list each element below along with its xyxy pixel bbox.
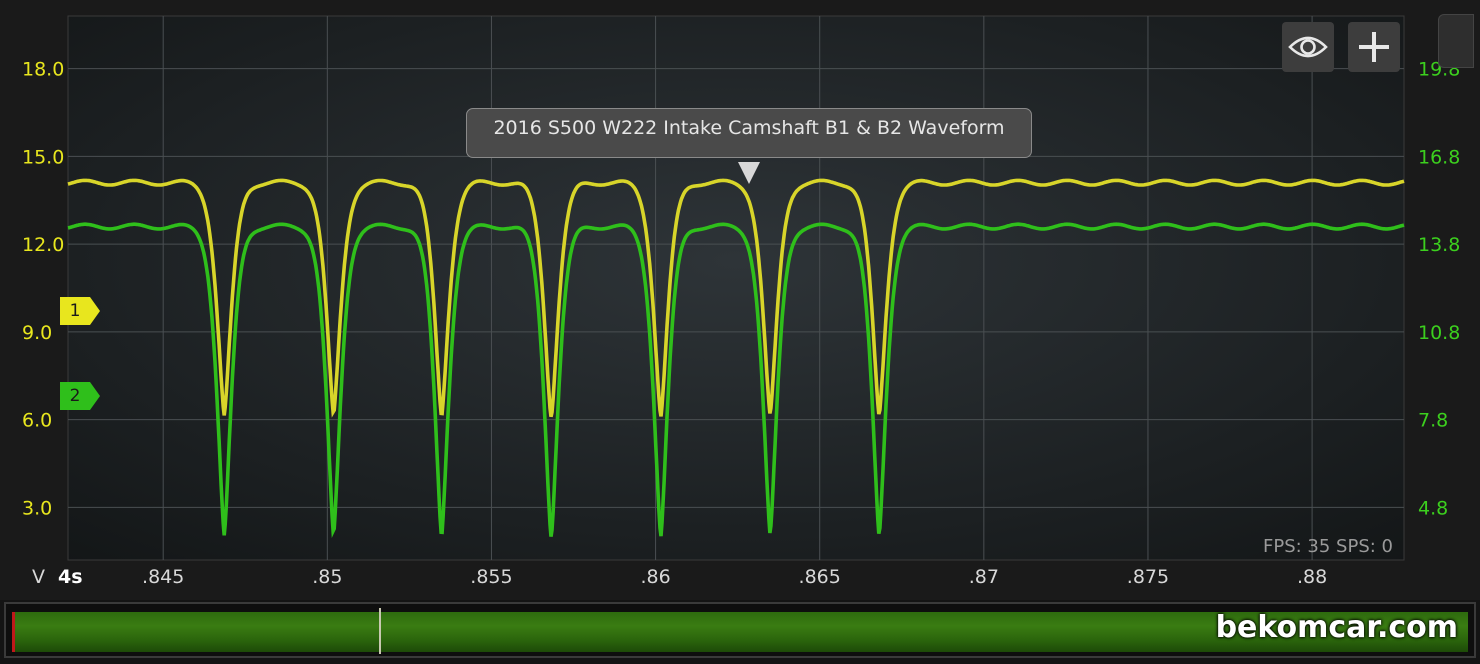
overview-start-marker: [12, 612, 15, 652]
eye-icon: [1288, 36, 1328, 58]
y-left-tick-label: 12.0: [22, 234, 64, 256]
y-left-tick-label: 3.0: [22, 497, 52, 519]
overview-track: [12, 612, 1468, 652]
y-left-tick-label: 15.0: [22, 146, 64, 168]
x-tick-label: .865: [799, 566, 841, 588]
channel-2-marker[interactable]: 2: [60, 382, 100, 410]
x-tick-label: .875: [1127, 566, 1169, 588]
series-line-2: [67, 222, 1405, 538]
channel-1-marker[interactable]: 1: [60, 297, 100, 325]
visibility-button[interactable]: [1282, 22, 1334, 72]
x-tick-label: .85: [312, 566, 342, 588]
timebase-label: 4s: [58, 566, 83, 588]
x-axis: .845 .85 .855 .86 .865 .87 .875 .88: [142, 566, 1327, 588]
overview-scrollbar[interactable]: [4, 602, 1476, 658]
series-line-1: [67, 178, 1405, 418]
y-left-tick-label: 18.0: [22, 59, 64, 81]
y-right-tick-label: 13.8: [1418, 234, 1460, 256]
plus-icon: [1359, 32, 1389, 62]
overview-cursor-handle[interactable]: [379, 608, 381, 654]
plot-canvas: 3.0 6.0 9.0 12.0 15.0 18.0 4.8 7.8 10.8 13.8 16.8…: [22, 15, 1460, 588]
y-left-tick-label: 6.0: [22, 410, 52, 432]
channel-2-marker-label: 2: [69, 386, 81, 406]
fps-readout: FPS: 35 SPS: 0: [1263, 536, 1393, 557]
x-tick-label: .855: [470, 566, 512, 588]
add-channel-button[interactable]: [1348, 22, 1400, 72]
plot-area: [67, 15, 1405, 561]
y-right-tick-label: 16.8: [1418, 146, 1460, 168]
x-tick-label: .88: [1297, 566, 1327, 588]
waveform-title-tooltip: 2016 S500 W222 Intake Camshaft B1 & B2 W…: [466, 108, 1032, 158]
y-right-tick-label: 4.8: [1418, 497, 1448, 519]
x-tick-label: .86: [640, 566, 670, 588]
y-axis-right: 4.87.810.813.816.819.8: [1418, 59, 1460, 520]
x-tick-label: .845: [142, 566, 184, 588]
scope-screen: 3.0 6.0 9.0 12.0 15.0 18.0 4.8 7.8 10.8 13.8 16.8…: [22, 14, 1474, 588]
y-left-tick-label: 9.0: [22, 322, 52, 344]
side-panel-handle[interactable]: [1438, 14, 1474, 68]
y-right-tick-label: 10.8: [1418, 322, 1460, 344]
y-right-tick-label: 7.8: [1418, 410, 1448, 432]
channel-1-marker-label: 1: [69, 301, 81, 321]
y-unit-label: V: [32, 566, 45, 588]
tooltip-pointer-icon: [738, 162, 760, 184]
y-axis-left: 3.0 6.0 9.0 12.0 15.0 18.0: [22, 59, 64, 520]
watermark: bekomcar.com: [1215, 610, 1458, 645]
x-tick-label: .87: [969, 566, 999, 588]
